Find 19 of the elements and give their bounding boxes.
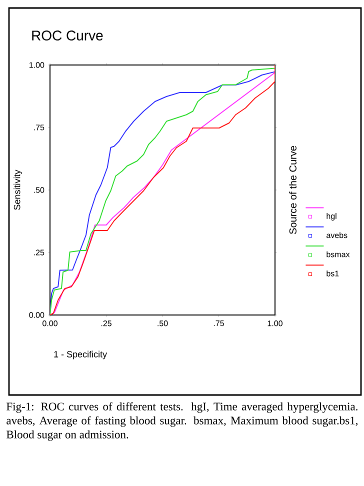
legend-label: bsmax bbox=[326, 251, 350, 258]
legend-label: avebs bbox=[326, 232, 348, 238]
text: Fig-1: ROC curves of different tests. hgI, Time averaged hyperglycemia. avebs, Average of fasting blood sugar. bsmax, Maximum blood sugar.bs1, Blood sugar on admission. bbox=[6, 402, 358, 441]
legend-label: hgl bbox=[326, 213, 336, 221]
x-axis-title: 1 - Specificity bbox=[54, 350, 108, 360]
x-tick-label: 1.00 bbox=[268, 320, 282, 326]
x-tick-label: .25 bbox=[101, 320, 112, 326]
chart-title: ROC Curve bbox=[32, 30, 103, 40]
y-tick-label: 1.00 bbox=[30, 62, 44, 68]
legend-label: bs1 bbox=[326, 270, 339, 276]
x-tick-label: 0.00 bbox=[42, 320, 58, 326]
y-tick-label: .75 bbox=[34, 124, 44, 130]
x-tick-label: .75 bbox=[214, 320, 224, 326]
x-tick-label: .50 bbox=[158, 320, 168, 326]
y-tick-label: .50 bbox=[34, 187, 44, 193]
y-axis-title: Sensitivity bbox=[14, 170, 22, 210]
y-tick-label: .25 bbox=[34, 250, 44, 256]
legend-title: Source of the Curve bbox=[289, 146, 296, 234]
y-tick-label: 0.00 bbox=[29, 312, 44, 318]
